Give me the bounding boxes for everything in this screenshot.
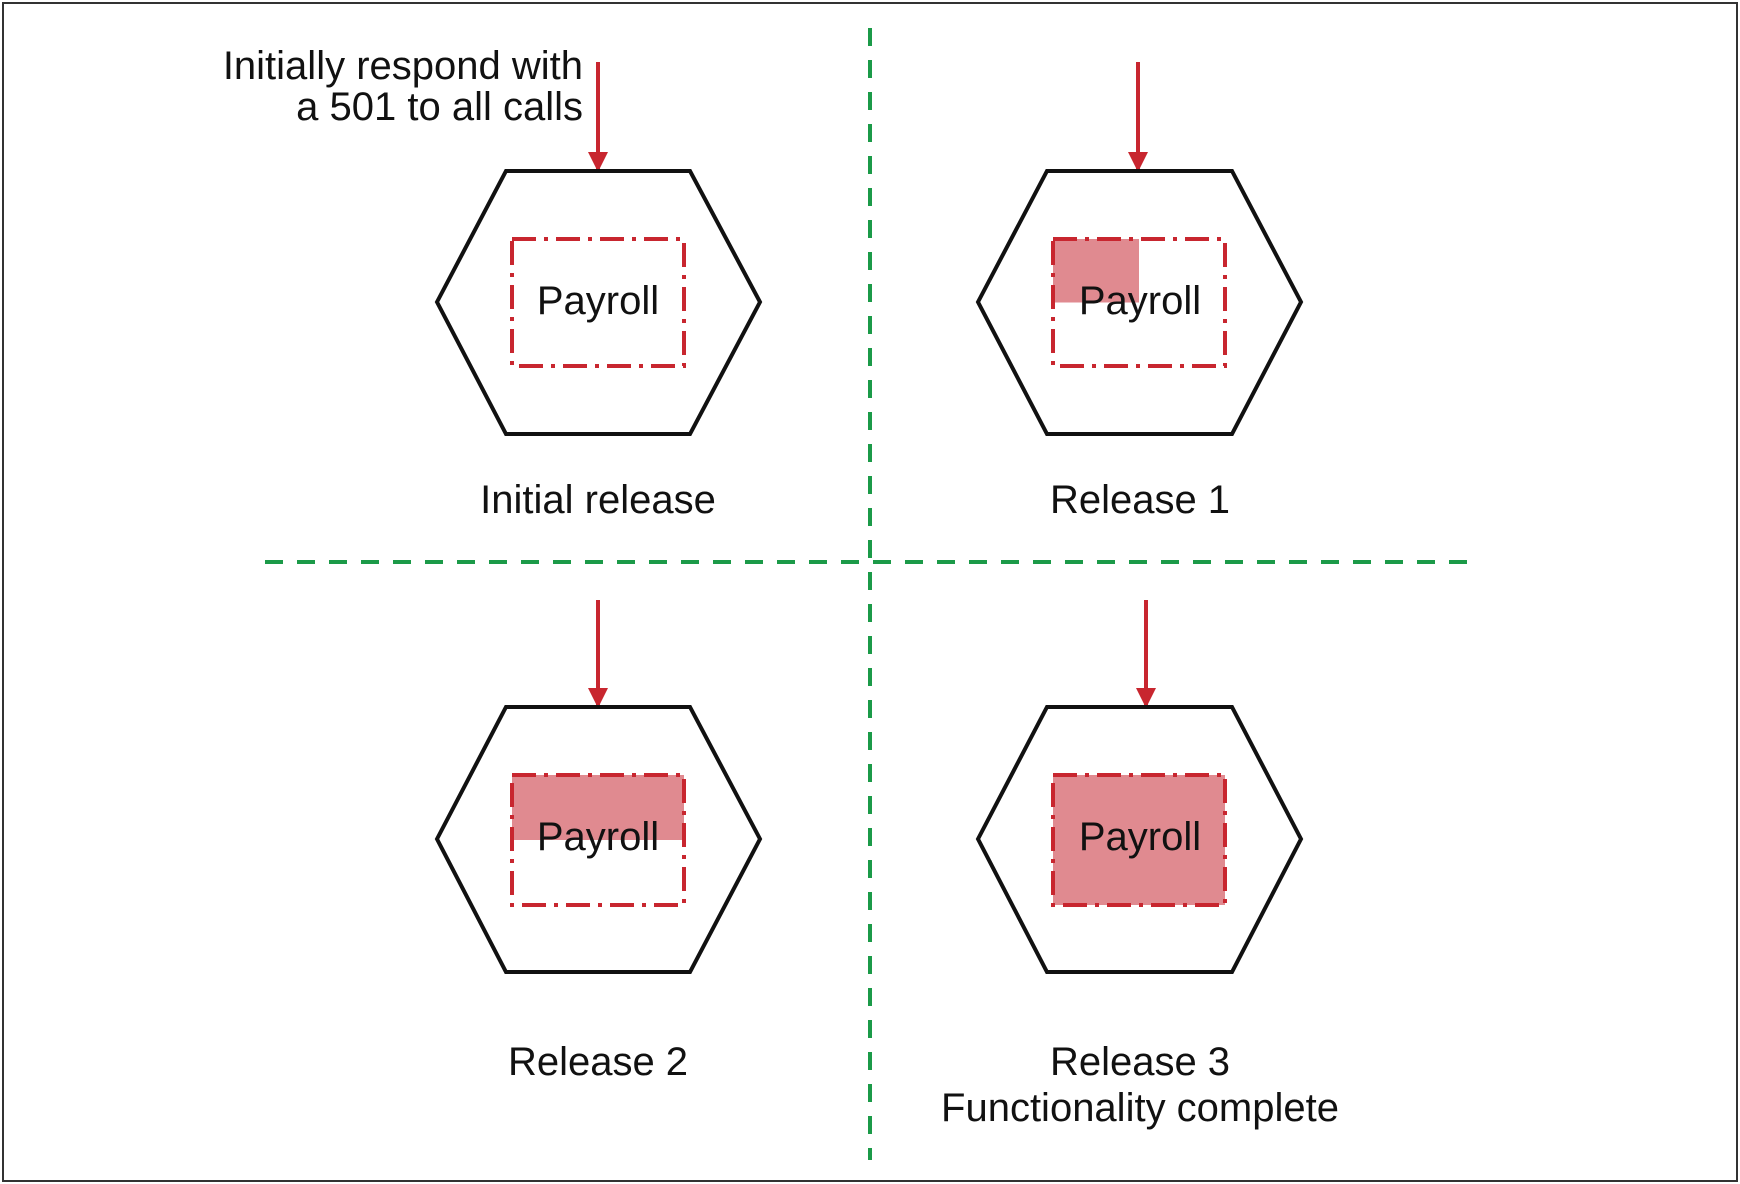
- service-hexagon: [975, 705, 1304, 974]
- panel-initial-release: Payroll Initial release: [434, 62, 763, 522]
- payroll-label: Payroll: [537, 815, 659, 859]
- implemented-fill: [512, 775, 684, 840]
- panel-release-3: Payroll Release 3 Functionality complete: [941, 600, 1339, 1130]
- payroll-service-box: [1051, 773, 1227, 907]
- payroll-service-box: [1051, 237, 1227, 368]
- payroll-label: Payroll: [1079, 815, 1201, 859]
- service-hexagon: [975, 169, 1304, 436]
- panel-release-2: Payroll Release 2: [434, 600, 763, 1084]
- release-caption: Initial release: [480, 478, 716, 522]
- panel-release-1: Payroll Release 1: [975, 62, 1304, 522]
- service-hexagon: [434, 169, 763, 436]
- payroll-service-box: [510, 773, 686, 907]
- payroll-service-box: [510, 237, 686, 368]
- service-hexagon: [434, 705, 763, 974]
- annotation-line-2: a 501 to all calls: [296, 85, 583, 129]
- release-caption: Release 2: [508, 1040, 688, 1084]
- release-caption-detail: Functionality complete: [941, 1086, 1339, 1130]
- release-caption: Release 3: [1050, 1040, 1230, 1084]
- implemented-fill: [1053, 775, 1225, 905]
- payroll-label: Payroll: [537, 279, 659, 323]
- release-caption: Release 1: [1050, 478, 1230, 522]
- implemented-fill: [1053, 239, 1139, 303]
- annotation-line-1: Initially respond with: [223, 44, 583, 88]
- payroll-label: Payroll: [1079, 279, 1201, 323]
